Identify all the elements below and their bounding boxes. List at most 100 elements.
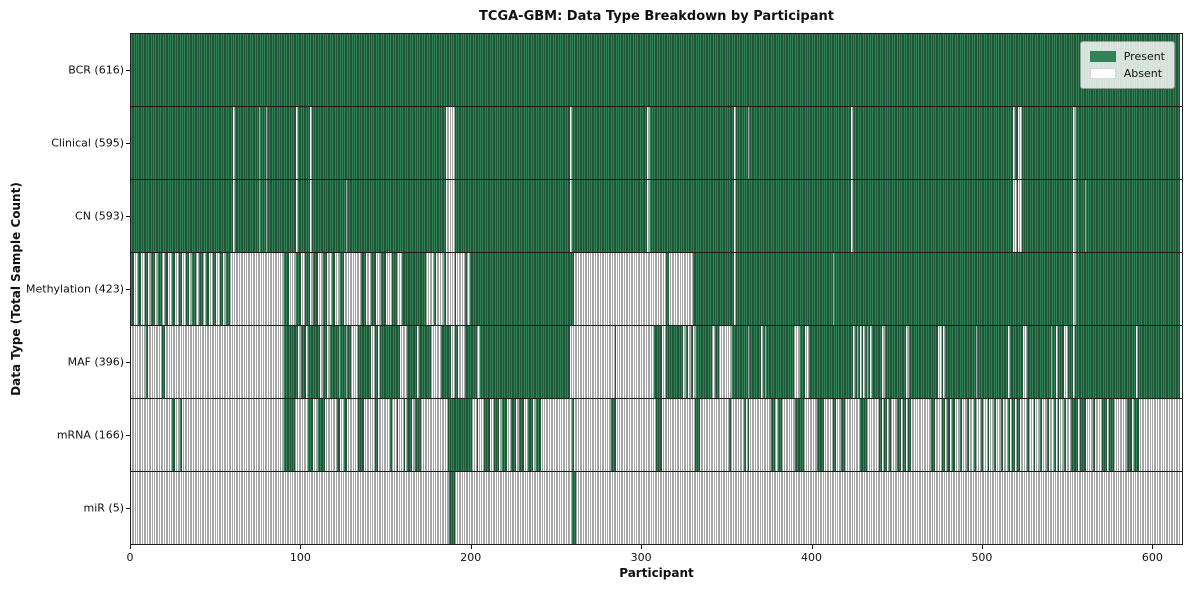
- heatmap-cell: [572, 34, 574, 106]
- heatmap-cell: [260, 253, 263, 325]
- heatmap-cell: [912, 107, 915, 179]
- heatmap-cell: [188, 399, 191, 471]
- heatmap-cell: [154, 472, 157, 544]
- heatmap-cell: [711, 399, 714, 471]
- heatmap-cell: [1149, 107, 1152, 179]
- heatmap-cell: [1110, 180, 1112, 252]
- heatmap-cell: [345, 253, 348, 325]
- heatmap-cell: [960, 326, 963, 398]
- heatmap-cell: [355, 472, 358, 544]
- heatmap-cell: [573, 180, 576, 252]
- heatmap-cell: [749, 107, 751, 179]
- heatmap-cell: [1011, 253, 1014, 325]
- heatmap-cell: [320, 180, 322, 252]
- heatmap-cell: [689, 472, 692, 544]
- heatmap-cell: [486, 399, 489, 471]
- heatmap-cell: [347, 399, 349, 471]
- heatmap-cell: [149, 253, 152, 325]
- heatmap-cell: [578, 180, 581, 252]
- heatmap-cell: [333, 326, 336, 398]
- heatmap-cell: [1088, 399, 1090, 471]
- heatmap-cell: [652, 472, 654, 544]
- heatmap-cell: [650, 326, 653, 398]
- heatmap-cell: [1101, 472, 1104, 544]
- heatmap-cell: [1076, 107, 1078, 179]
- heatmap-cell: [393, 472, 395, 544]
- heatmap-cell: [785, 107, 787, 179]
- heatmap-cell: [509, 399, 511, 471]
- heatmap-cell: [507, 399, 510, 471]
- heatmap-cell: [1062, 34, 1065, 106]
- heatmap-cell: [686, 34, 688, 106]
- heatmap-cell: [735, 34, 738, 106]
- heatmap-cell: [890, 326, 893, 398]
- heatmap-cell: [216, 107, 218, 179]
- heatmap-cell: [830, 253, 833, 325]
- heatmap-cell: [182, 107, 184, 179]
- heatmap-cell: [863, 326, 866, 398]
- heatmap-cell: [655, 472, 658, 544]
- heatmap-cell: [830, 399, 833, 471]
- heatmap-cell: [853, 326, 855, 398]
- heatmap-cell: [1076, 472, 1078, 544]
- heatmap-cell: [1006, 107, 1009, 179]
- heatmap-cell: [505, 472, 508, 544]
- heatmap-cell: [861, 107, 864, 179]
- heatmap-cell: [597, 472, 600, 544]
- heatmap-cell: [1076, 180, 1078, 252]
- heatmap-cell: [982, 34, 985, 106]
- x-tick-label: 400: [801, 551, 823, 564]
- heatmap-cell: [958, 180, 961, 252]
- heatmap-cell: [1055, 472, 1058, 544]
- heatmap-cell: [192, 34, 195, 106]
- heatmap-cell: [377, 34, 380, 106]
- heatmap-cell: [842, 326, 845, 398]
- heatmap-cell: [148, 253, 150, 325]
- heatmap-cell: [383, 253, 385, 325]
- heatmap-cell: [165, 34, 167, 106]
- heatmap-cell: [493, 399, 496, 471]
- heatmap-cell: [793, 326, 796, 398]
- heatmap-cell: [739, 253, 741, 325]
- heatmap-cell: [493, 326, 496, 398]
- heatmap-cell: [590, 253, 593, 325]
- heatmap-cell: [556, 326, 559, 398]
- heatmap-cell: [434, 34, 436, 106]
- heatmap-cell: [1132, 107, 1135, 179]
- heatmap-cell: [498, 472, 501, 544]
- heatmap-cell: [250, 472, 252, 544]
- heatmap-cell: [744, 253, 746, 325]
- heatmap-cell: [830, 34, 833, 106]
- heatmap-cell: [1112, 472, 1114, 544]
- heatmap-cell: [502, 399, 504, 471]
- heatmap-cell: [1050, 107, 1053, 179]
- heatmap-cell: [567, 107, 569, 179]
- heatmap-cell: [561, 107, 564, 179]
- heatmap-cell: [367, 180, 370, 252]
- heatmap-cell: [641, 180, 644, 252]
- heatmap-cell: [1043, 326, 1046, 398]
- heatmap-cell: [589, 326, 591, 398]
- heatmap-cell: [1011, 180, 1014, 252]
- heatmap-cell: [568, 107, 571, 179]
- heatmap-cell: [759, 253, 762, 325]
- heatmap-cell: [449, 180, 452, 252]
- heatmap-cell: [459, 472, 462, 544]
- heatmap-cell: [216, 180, 218, 252]
- heatmap-cell: [1091, 326, 1094, 398]
- heatmap-cell: [488, 107, 491, 179]
- heatmap-cell: [837, 326, 840, 398]
- heatmap-cell: [766, 472, 768, 544]
- heatmap-cell: [440, 253, 443, 325]
- heatmap-cell: [202, 326, 205, 398]
- heatmap-cell: [393, 326, 395, 398]
- heatmap-cell: [727, 472, 729, 544]
- heatmap-cell: [951, 107, 954, 179]
- heatmap-cell: [836, 253, 838, 325]
- heatmap-cell: [616, 107, 619, 179]
- heatmap-cell: [732, 253, 734, 325]
- heatmap-cell: [703, 399, 705, 471]
- heatmap-cell: [446, 326, 448, 398]
- heatmap-cell: [226, 107, 229, 179]
- heatmap-cell: [696, 180, 699, 252]
